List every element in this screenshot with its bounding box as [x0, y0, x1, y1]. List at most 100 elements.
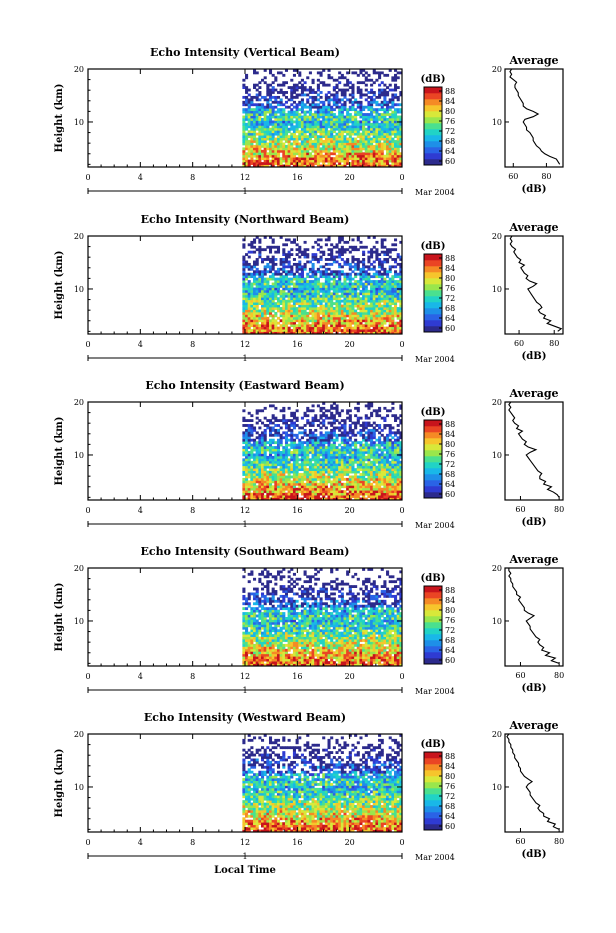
heatmap-cell	[304, 476, 307, 479]
heatmap-cell	[359, 278, 362, 281]
heatmap-cell	[312, 116, 315, 119]
heatmap-cell	[301, 488, 304, 491]
heatmap-cell	[288, 300, 291, 303]
heatmap-cell	[378, 113, 381, 116]
heatmap-cell	[250, 444, 253, 447]
heatmap-cell	[333, 431, 336, 434]
heatmap-cell	[242, 280, 245, 283]
heatmap-cell	[370, 310, 373, 313]
heatmap-cell	[290, 295, 293, 298]
heatmap-cell	[349, 125, 352, 128]
heatmap-cell	[256, 273, 259, 276]
heatmap-cell	[317, 490, 320, 493]
colorbar-tick-label: 80	[445, 274, 455, 283]
heatmap-cell	[357, 128, 360, 131]
heatmap-cell	[386, 138, 389, 141]
heatmap-cell	[312, 273, 315, 276]
heatmap-cell	[248, 290, 251, 293]
heatmap-cell	[381, 113, 384, 116]
heatmap-cell	[282, 138, 285, 141]
heatmap-cell	[256, 155, 259, 158]
heatmap-cell	[256, 488, 259, 491]
heatmap-cell	[301, 118, 304, 121]
heatmap-cell	[328, 468, 331, 471]
heatmap-cell	[248, 314, 251, 317]
heatmap-cell	[304, 429, 307, 432]
heatmap-cell	[338, 140, 341, 143]
heatmap-cell	[370, 280, 373, 283]
heatmap-cell	[256, 118, 259, 121]
heatmap-cell	[397, 125, 400, 128]
heatmap-cell	[314, 135, 317, 138]
heatmap-cell	[312, 319, 315, 322]
heatmap-cell	[306, 138, 309, 141]
heatmap-cell	[367, 157, 370, 160]
heatmap-cell	[277, 125, 280, 128]
heatmap-cell	[328, 302, 331, 305]
heatmap-cell	[248, 263, 251, 266]
heatmap-cell	[293, 307, 296, 310]
heatmap-cell	[338, 471, 341, 474]
heatmap-cell	[320, 74, 323, 77]
heatmap-cell	[397, 76, 400, 79]
heatmap-cell	[280, 473, 283, 476]
heatmap-cell	[386, 283, 389, 286]
heatmap-cell	[304, 466, 307, 469]
heatmap-cell	[391, 319, 394, 322]
heatmap-cell	[309, 91, 312, 94]
heatmap-cell	[245, 152, 248, 155]
heatmap-cell	[341, 483, 344, 486]
heatmap-cell	[312, 120, 315, 123]
heatmap-cell	[343, 310, 346, 313]
heatmap-cell	[253, 468, 256, 471]
heatmap-cell	[269, 458, 272, 461]
heatmap-cell	[320, 446, 323, 449]
heatmap-cell	[386, 275, 389, 278]
heatmap-cell	[343, 143, 346, 146]
heatmap-cell	[351, 133, 354, 136]
heatmap-cell	[325, 451, 328, 454]
heatmap-cell	[296, 461, 299, 464]
heatmap-cell	[280, 160, 283, 163]
heatmap-cell	[341, 292, 344, 295]
heatmap-cell	[288, 317, 291, 320]
heatmap-cell	[322, 160, 325, 163]
heatmap-cell	[341, 471, 344, 474]
colorbar-swatch	[424, 260, 442, 266]
heatmap-cell	[317, 268, 320, 271]
heatmap-cell	[362, 273, 365, 276]
heatmap-cell	[309, 463, 312, 466]
heatmap-cell	[253, 439, 256, 442]
heatmap-cell	[346, 290, 349, 293]
heatmap-cell	[317, 113, 320, 116]
colorbar-swatch	[424, 153, 442, 159]
heatmap-cell	[245, 307, 248, 310]
heatmap-cell	[282, 157, 285, 160]
heatmap-cell	[357, 125, 360, 128]
heatmap-cell	[338, 317, 341, 320]
heatmap-cell	[322, 439, 325, 442]
heatmap-cell	[242, 297, 245, 300]
heatmap-cell	[253, 238, 256, 241]
heatmap-cell	[269, 94, 272, 97]
heatmap-cell	[335, 261, 338, 264]
heatmap-cell	[389, 285, 392, 288]
heatmap-cell	[341, 287, 344, 290]
heatmap-cell	[312, 81, 315, 84]
heatmap-cell	[381, 273, 384, 276]
heatmap-cell	[269, 473, 272, 476]
heatmap-cell	[282, 108, 285, 111]
heatmap-cell	[389, 248, 392, 251]
heatmap-cell	[341, 468, 344, 471]
heatmap-cell	[253, 453, 256, 456]
heatmap-cell	[242, 270, 245, 273]
heatmap-cell	[266, 278, 269, 281]
heatmap-cell	[365, 314, 368, 317]
heatmap-cell	[301, 436, 304, 439]
heatmap-cell	[333, 327, 336, 330]
heatmap-cell	[306, 446, 309, 449]
heatmap-cell	[242, 111, 245, 114]
heatmap-cell	[357, 162, 360, 165]
heatmap-cell	[298, 444, 301, 447]
heatmap-cell	[354, 314, 357, 317]
